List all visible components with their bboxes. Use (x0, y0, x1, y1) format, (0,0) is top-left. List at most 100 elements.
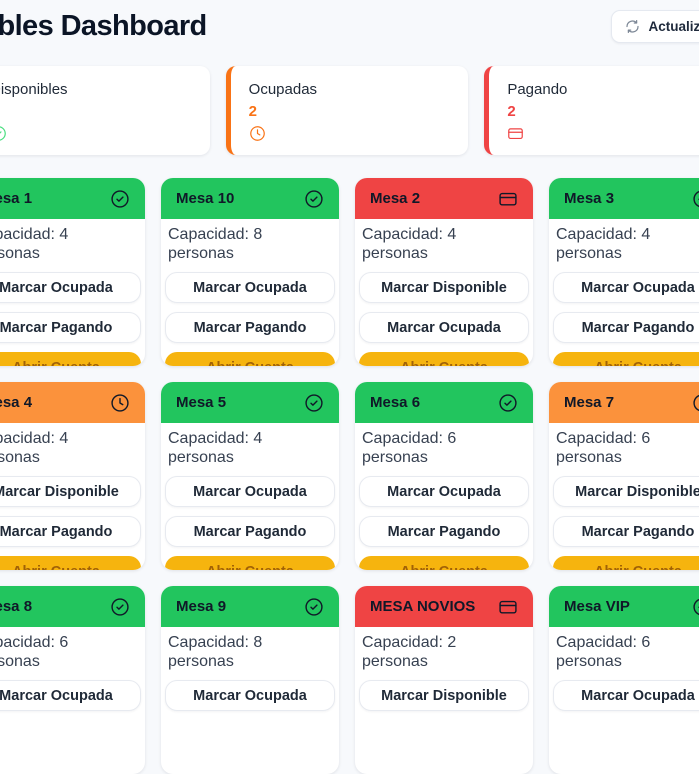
capacity-label: Capacidad: 4 personas (0, 226, 69, 262)
table-card-header: Mesa 5 (161, 382, 339, 423)
stat-card-pagando: Pagando 2 (484, 66, 699, 155)
capacity-label: Capacidad: 6 personas (362, 430, 457, 466)
clock-icon (692, 393, 699, 413)
table-name: Mesa 6 (370, 394, 421, 411)
table-card-body: Capacidad: 4 personas Marcar Ocupada Marc… (161, 423, 339, 570)
marcar-ocupada-button[interactable]: Marcar Ocupada (359, 476, 529, 507)
marcar-ocupada-button[interactable]: Marcar Ocupada (553, 272, 699, 303)
check-circle-icon (692, 189, 699, 209)
table-card-header: Mesa 9 (161, 586, 339, 627)
check-circle-icon (692, 597, 699, 617)
table-card-header: Mesa 6 (355, 382, 533, 423)
credit-card-icon (498, 597, 518, 617)
clock-icon (249, 125, 451, 142)
stat-value: 2 (507, 103, 516, 120)
table-card-body: Capacidad: 8 personas Marcar Ocupada (161, 627, 339, 774)
table-name: Mesa VIP (564, 598, 630, 615)
capacity-label: Capacidad: 8 personas (168, 634, 263, 670)
refresh-icon (625, 19, 640, 34)
table-name: Mesa 4 (0, 394, 33, 411)
marcar-ocupada-button[interactable]: Marcar Ocupada (165, 476, 335, 507)
table-name: Mesa 8 (0, 598, 33, 615)
check-circle-icon (304, 393, 324, 413)
marcar-pagando-button[interactable]: Marcar Pagando (165, 516, 335, 547)
marcar-ocupada-button[interactable]: Marcar Ocupada (165, 680, 335, 711)
marcar-pagando-button[interactable]: Marcar Pagando (553, 516, 699, 547)
table-card-body: Capacidad: 8 personas Marcar Ocupada Marc… (161, 219, 339, 366)
table-card-body: Capacidad: 4 personas Marcar Ocupada Marc… (549, 219, 699, 366)
table-card-mesa-9: Mesa 9 Capacidad: 8 personas Marcar Ocup… (161, 586, 339, 774)
check-circle-icon (0, 125, 192, 142)
table-card-body: Capacidad: 6 personas Marcar Ocupada (0, 627, 145, 774)
table-card-body: Capacidad: 4 personas Marcar Ocupada Marc… (0, 219, 145, 366)
abrir-cuenta-button[interactable]: Abrir Cuenta (553, 352, 699, 366)
table-name: MESA NOVIOS (370, 598, 476, 615)
abrir-cuenta-button[interactable]: Abrir Cuenta (359, 556, 529, 570)
top-bar: Tables Dashboard Actualizar (0, 0, 699, 47)
table-card-body: Capacidad: 6 personas Marcar Ocupada (549, 627, 699, 774)
table-name: Mesa 7 (564, 394, 615, 411)
credit-card-icon (498, 189, 518, 209)
capacity-label: Capacidad: 6 personas (556, 430, 651, 466)
table-card-header: Mesa 2 (355, 178, 533, 219)
marcar-disponible-button[interactable]: Marcar Disponible (0, 476, 141, 507)
table-card-header: Mesa 8 (0, 586, 145, 627)
table-name: Mesa 5 (176, 394, 227, 411)
marcar-ocupada-button[interactable]: Marcar Ocupada (165, 272, 335, 303)
check-circle-icon (304, 597, 324, 617)
table-name: Mesa 9 (176, 598, 227, 615)
marcar-disponible-button[interactable]: Marcar Disponible (359, 680, 529, 711)
table-card-mesa-6: Mesa 6 Capacidad: 6 personas Marcar Ocup… (355, 382, 533, 570)
table-card-mesa-novios: MESA NOVIOS Capacidad: 2 personas Marcar… (355, 586, 533, 774)
marcar-disponible-button[interactable]: Marcar Disponible (553, 476, 699, 507)
marcar-pagando-button[interactable]: Marcar Pagando (0, 516, 141, 547)
table-card-mesa-1: Mesa 1 Capacidad: 4 personas Marcar Ocup… (0, 178, 145, 366)
stat-value (0, 103, 192, 121)
marcar-pagando-button[interactable]: Marcar Pagando (553, 312, 699, 343)
table-card-mesa-3: Mesa 3 Capacidad: 4 personas Marcar Ocup… (549, 178, 699, 366)
abrir-cuenta-button[interactable]: Abrir Cuenta (0, 556, 141, 570)
table-card-header: Mesa 1 (0, 178, 145, 219)
check-circle-icon (110, 189, 130, 209)
table-card-header: Mesa 7 (549, 382, 699, 423)
refresh-button-label: Actualizar (648, 19, 699, 34)
check-circle-icon (304, 189, 324, 209)
marcar-ocupada-button[interactable]: Marcar Ocupada (359, 312, 529, 343)
table-card-mesa-8: Mesa 8 Capacidad: 6 personas Marcar Ocup… (0, 586, 145, 774)
stat-label: Ocupadas (248, 81, 318, 98)
capacity-label: Capacidad: 6 personas (556, 634, 651, 670)
check-circle-icon (110, 597, 130, 617)
marcar-pagando-button[interactable]: Marcar Pagando (165, 312, 335, 343)
table-card-header: Mesa 4 (0, 382, 145, 423)
capacity-label: Capacidad: 4 personas (0, 430, 69, 466)
marcar-pagando-button[interactable]: Marcar Pagando (0, 312, 141, 343)
marcar-disponible-button[interactable]: Marcar Disponible (359, 272, 529, 303)
marcar-pagando-button[interactable]: Marcar Pagando (359, 516, 529, 547)
capacity-label: Capacidad: 2 personas (362, 634, 457, 670)
abrir-cuenta-button[interactable]: Abrir Cuenta (553, 556, 699, 570)
abrir-cuenta-button[interactable]: Abrir Cuenta (165, 352, 335, 366)
table-card-body: Capacidad: 4 personas Marcar Disponible M… (0, 423, 145, 570)
capacity-label: Capacidad: 6 personas (0, 634, 69, 670)
table-card-mesa-7: Mesa 7 Capacidad: 6 personas Marcar Disp… (549, 382, 699, 570)
table-card-body: Capacidad: 6 personas Marcar Disponible M… (549, 423, 699, 570)
page-title: Tables Dashboard (0, 10, 207, 42)
stats-row: Disponibles Ocupadas 2 Pagando 2 (0, 66, 699, 155)
stat-label: Pagando (507, 81, 568, 98)
table-card-header: MESA NOVIOS (355, 586, 533, 627)
table-card-mesa-4: Mesa 4 Capacidad: 4 personas Marcar Disp… (0, 382, 145, 570)
table-card-mesa-vip: Mesa VIP Capacidad: 6 personas Marcar Oc… (549, 586, 699, 774)
capacity-label: Capacidad: 8 personas (168, 226, 263, 262)
check-circle-icon (498, 393, 518, 413)
refresh-button[interactable]: Actualizar (611, 10, 699, 43)
marcar-ocupada-button[interactable]: Marcar Ocupada (553, 680, 699, 711)
tables-grid: Mesa 1 Capacidad: 4 personas Marcar Ocup… (0, 178, 699, 774)
abrir-cuenta-button[interactable]: Abrir Cuenta (0, 352, 141, 366)
table-card-mesa-10: Mesa 10 Capacidad: 8 personas Marcar Ocu… (161, 178, 339, 366)
abrir-cuenta-button[interactable]: Abrir Cuenta (165, 556, 335, 570)
marcar-ocupada-button[interactable]: Marcar Ocupada (0, 680, 141, 711)
table-name: Mesa 1 (0, 190, 33, 207)
marcar-ocupada-button[interactable]: Marcar Ocupada (0, 272, 141, 303)
abrir-cuenta-button[interactable]: Abrir Cuenta (359, 352, 529, 366)
